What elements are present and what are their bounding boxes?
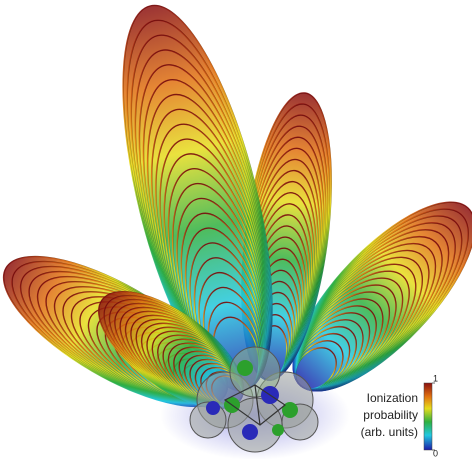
lobe-green bbox=[282, 402, 298, 418]
lobe-green bbox=[237, 360, 253, 376]
orbital-shell bbox=[229, 346, 281, 398]
colorbar-scale bbox=[423, 382, 433, 451]
colorbar-tick-label: 1 bbox=[433, 373, 438, 383]
colorbar: Ionization probability (arb. units) 0 1 bbox=[361, 373, 438, 458]
lobe-blue bbox=[242, 424, 258, 440]
lobe-blue bbox=[206, 401, 220, 415]
lobe-body bbox=[123, 5, 272, 391]
colorbar-label: (arb. units) bbox=[361, 425, 418, 439]
colorbar-tick-label: 0 bbox=[433, 448, 438, 458]
colorbar-label: probability bbox=[363, 408, 418, 422]
molecule bbox=[160, 346, 350, 459]
bonds bbox=[223, 384, 287, 426]
colorbar-label: Ionization bbox=[367, 391, 418, 405]
lobe-green bbox=[272, 424, 284, 436]
